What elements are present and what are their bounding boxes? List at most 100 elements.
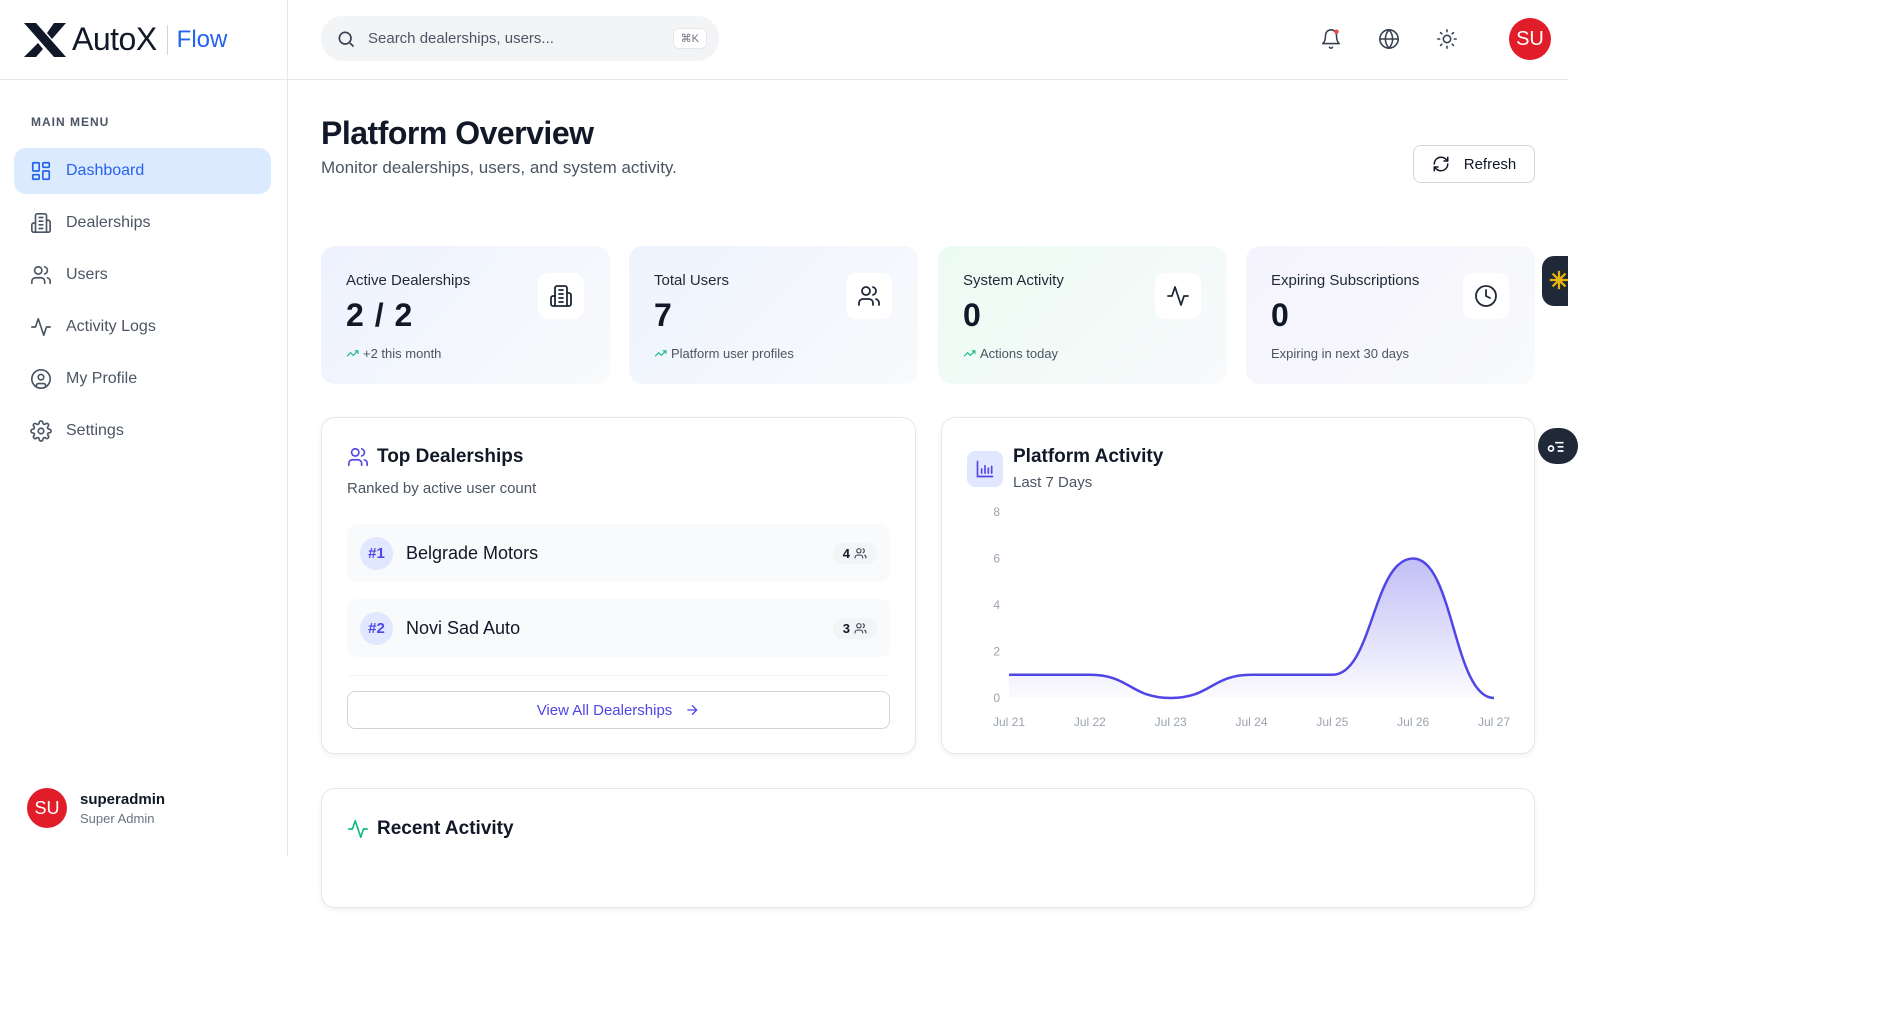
gear-icon	[30, 420, 52, 442]
user-role: Super Admin	[80, 810, 155, 826]
top-header: Search dealerships, users... ⌘K SU	[288, 0, 1568, 80]
y-tick-label: 8	[993, 505, 1000, 519]
list-item[interactable]: #1 Belgrade Motors 4	[347, 524, 890, 582]
trend-up-icon	[654, 350, 667, 357]
sidebar-item-label: Users	[66, 266, 108, 283]
stat-foot: +2 this month	[363, 346, 442, 361]
x-tick-label: Jul 26	[1397, 715, 1429, 729]
stat-label: Total Users	[654, 272, 730, 289]
clock-icon	[1475, 285, 1497, 307]
x-tick-label: Jul 22	[1074, 715, 1106, 729]
x-tick-label: Jul 25	[1316, 715, 1348, 729]
header-avatar[interactable]: SU	[1509, 18, 1551, 60]
search-input[interactable]: Search dealerships, users... ⌘K	[321, 16, 719, 61]
top-dealerships-subtitle: Ranked by active user count	[347, 480, 537, 497]
x-tick-label: Jul 27	[1478, 715, 1510, 729]
sidebar-item-users[interactable]: Users	[14, 252, 271, 298]
activity-icon	[348, 819, 368, 839]
users-icon	[348, 447, 368, 467]
page-title: Platform Overview	[321, 115, 594, 151]
sun-icon[interactable]	[1436, 28, 1458, 50]
stat-value: 0	[1271, 297, 1290, 333]
y-tick-label: 0	[993, 691, 1000, 705]
view-all-dealerships-button[interactable]: View All Dealerships	[347, 691, 890, 729]
floating-widget-button[interactable]	[1542, 256, 1569, 306]
user-name: superadmin	[80, 790, 166, 808]
card-title: Recent Activity	[347, 818, 514, 840]
brand-logo[interactable]: AutoX Flow	[0, 0, 287, 80]
top-dealerships-card: Top Dealerships Ranked by active user co…	[321, 417, 916, 754]
menu-title: MAIN MENU	[31, 115, 110, 129]
x-tick-label: Jul 23	[1155, 715, 1187, 729]
recent-activity-card: Recent Activity	[321, 788, 1535, 908]
sidebar-item-my-profile[interactable]: My Profile	[14, 356, 271, 402]
floating-toolbar-button[interactable]	[1538, 428, 1578, 464]
brand-product: Flow	[176, 25, 228, 53]
stat-value: 2 / 2	[346, 297, 414, 333]
refresh-label: Refresh	[1463, 155, 1517, 173]
arrow-right-icon	[687, 704, 698, 716]
stat-card-total-users: Total Users 7 Platform user profiles	[629, 246, 918, 384]
user-count-badge: 3	[832, 617, 877, 639]
top-dealerships-title: Top Dealerships	[377, 446, 524, 467]
autox-logo-icon	[24, 22, 66, 57]
search-placeholder: Search dealerships, users...	[368, 30, 554, 47]
platform-activity-subtitle: Last 7 Days	[1013, 474, 1093, 491]
refresh-icon	[1433, 156, 1449, 172]
stat-label: Expiring Subscriptions	[1271, 272, 1420, 289]
chart-badge	[967, 451, 1003, 487]
view-all-label: View All Dealerships	[536, 701, 673, 719]
users-icon	[858, 286, 880, 306]
trend-up-icon	[346, 350, 359, 357]
sidebar-item-dealerships[interactable]: Dealerships	[14, 200, 271, 246]
activity-area	[1009, 558, 1494, 698]
users-icon	[854, 547, 867, 558]
x-tick-label: Jul 21	[993, 715, 1025, 729]
x-tick-label: Jul 24	[1235, 715, 1267, 729]
search-icon	[338, 31, 355, 47]
y-tick-label: 4	[993, 598, 1000, 612]
activity-icon	[1167, 286, 1189, 306]
platform-activity-title: Platform Activity	[1013, 446, 1164, 467]
brand-divider	[166, 24, 168, 55]
sidebar-item-settings[interactable]: Settings	[14, 408, 271, 454]
stat-card-active-dealerships: Active Dealerships 2 / 2 +2 this month	[321, 246, 610, 384]
sparkle-icon	[1549, 270, 1569, 290]
avatar: SU	[27, 788, 67, 828]
search-shortcut: ⌘K	[672, 28, 707, 49]
page-subtitle: Monitor dealerships, users, and system a…	[321, 158, 677, 177]
trend-up-icon	[963, 350, 976, 357]
sidebar-item-activity-logs[interactable]: Activity Logs	[14, 304, 271, 350]
y-tick-label: 2	[993, 645, 1000, 659]
dashboard-icon	[31, 161, 51, 181]
globe-icon[interactable]	[1378, 28, 1400, 50]
brand-name: AutoX	[72, 21, 157, 57]
rank-badge: #1	[360, 536, 393, 570]
sidebar-item-label: Dealerships	[66, 214, 151, 231]
stat-foot: Actions today	[980, 346, 1059, 361]
dealer-name: Novi Sad Auto	[406, 617, 521, 638]
stat-foot: Platform user profiles	[671, 346, 794, 361]
user-count-badge: 4	[832, 542, 877, 564]
profile-icon	[31, 369, 51, 389]
sidebar-item-label: My Profile	[66, 370, 138, 387]
dealer-name: Belgrade Motors	[406, 542, 539, 563]
sidebar-item-label: Activity Logs	[66, 318, 156, 335]
main-menu: Dashboard Dealerships Users Activity Log…	[14, 148, 271, 460]
users-icon	[854, 622, 867, 633]
y-tick-label: 6	[993, 552, 1000, 566]
stat-label: System Activity	[963, 272, 1064, 289]
stat-card-expiring-subscriptions: Expiring Subscriptions 0 Expiring in nex…	[1246, 246, 1535, 384]
sidebar-user[interactable]: SU superadmin Super Admin	[27, 788, 165, 828]
bell-icon[interactable]	[1320, 28, 1342, 50]
list-item[interactable]: #2 Novi Sad Auto 3	[347, 599, 890, 657]
user-count: 3	[842, 620, 850, 636]
sidebar-item-label: Settings	[66, 422, 124, 439]
building-icon	[550, 285, 572, 307]
bar-chart-icon	[976, 460, 994, 478]
refresh-button[interactable]: Refresh	[1413, 145, 1535, 183]
sidebar-item-dashboard[interactable]: Dashboard	[14, 148, 271, 194]
stat-foot: Expiring in next 30 days	[1271, 346, 1410, 361]
stat-label: Active Dealerships	[346, 272, 471, 289]
sidebar: AutoX Flow MAIN MENU Dashboard Dealershi…	[0, 0, 288, 856]
